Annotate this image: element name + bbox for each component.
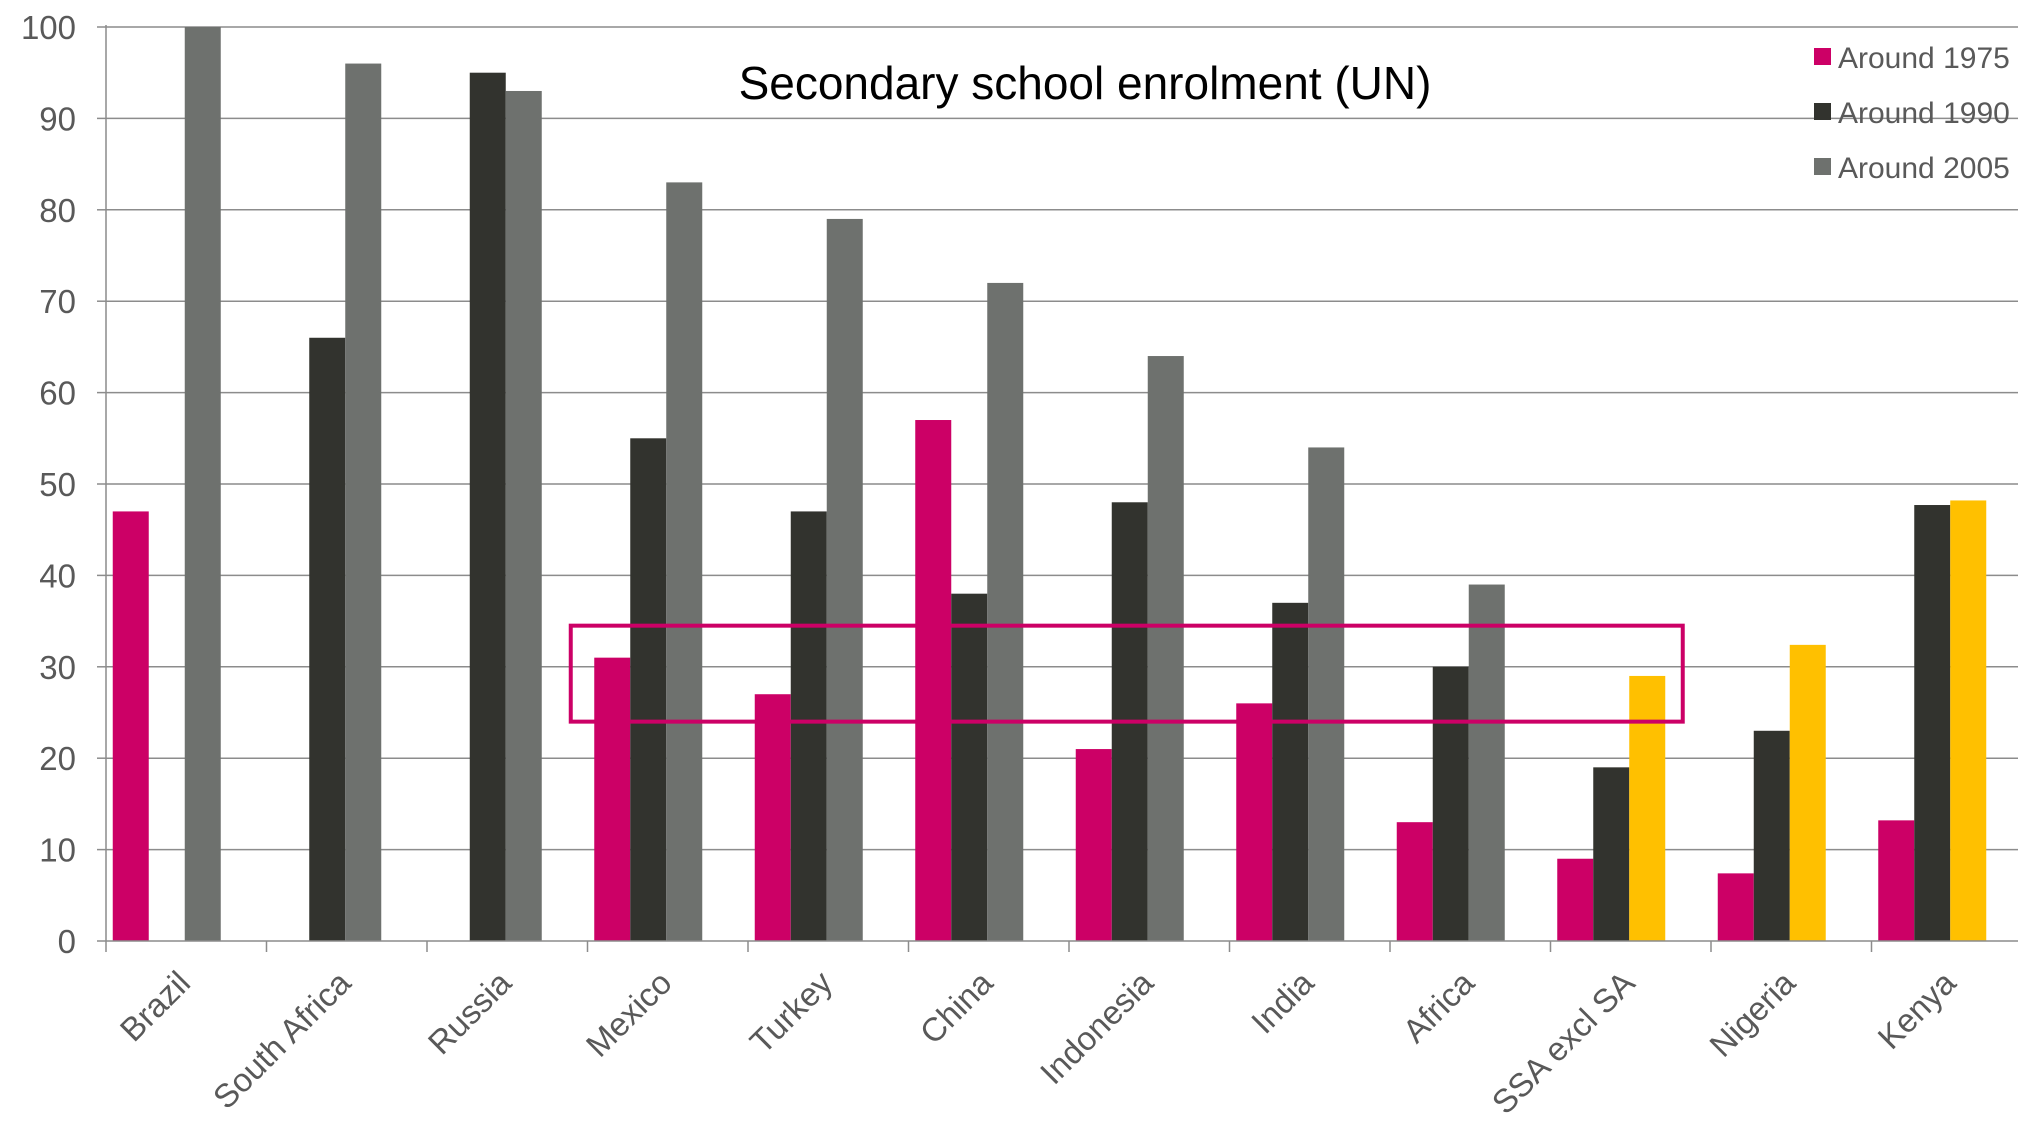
bar (1308, 447, 1345, 941)
x-tick-label: Nigeria (1702, 963, 1803, 1064)
bar (309, 337, 346, 941)
chart-title: Secondary school enrolment (UN) (739, 57, 1432, 109)
x-tick-label: Kenya (1870, 963, 1963, 1056)
bar (112, 511, 149, 941)
bar (1272, 602, 1309, 941)
bar (1717, 873, 1754, 941)
bar (345, 63, 382, 942)
x-tick-label: Africa (1395, 963, 1481, 1049)
x-tick-label: China (913, 963, 1001, 1051)
bar (1914, 505, 1951, 941)
bar (594, 657, 631, 941)
legend-label: Around 2005 (1838, 152, 2010, 185)
bar (915, 420, 952, 941)
bar (630, 438, 667, 941)
bar (1468, 584, 1505, 941)
y-tick-label: 100 (21, 9, 76, 46)
bar (987, 282, 1024, 941)
y-tick-label: 90 (39, 100, 76, 137)
bar (1236, 703, 1273, 941)
bar (1396, 822, 1433, 941)
bar (1878, 820, 1915, 941)
legend-swatch (1814, 103, 1831, 120)
bar (951, 593, 988, 941)
highlight-rectangle (568, 623, 1685, 724)
y-tick-label: 30 (39, 649, 76, 686)
bar (1075, 749, 1112, 941)
bar (1629, 675, 1666, 941)
x-tick-label: SSA excl SA (1485, 964, 1642, 1121)
y-tick-label: 50 (39, 466, 76, 503)
legend-swatch (1814, 48, 1831, 65)
y-tick-label: 40 (39, 557, 76, 594)
y-tick-label: 70 (39, 283, 76, 320)
bar (826, 218, 863, 941)
bar (1557, 858, 1594, 941)
bars (112, 27, 1987, 942)
bar (790, 511, 827, 941)
y-tick-label: 80 (39, 192, 76, 229)
x-tick-label: Indonesia (1033, 963, 1161, 1091)
bar (1950, 500, 1987, 941)
bar (1753, 730, 1790, 941)
legend: Around 1975 Around 1990 Around 2005 (1814, 42, 2010, 185)
y-tick-label: 20 (39, 740, 76, 777)
legend-label: Around 1975 (1838, 42, 2010, 75)
gridlines (106, 26, 2018, 851)
x-tick-label: South Africa (206, 963, 358, 1115)
y-tick-label: 10 (39, 832, 76, 869)
legend-label: Around 1990 (1838, 97, 2010, 130)
legend-swatch (1814, 158, 1831, 175)
bar (1147, 356, 1184, 941)
y-tick-label: 60 (39, 375, 76, 412)
x-tick-label: Turkey (743, 963, 840, 1060)
bar (184, 27, 221, 941)
x-tick-label: Mexico (579, 964, 679, 1064)
x-tick-label: India (1244, 963, 1321, 1040)
bar (1593, 767, 1630, 941)
bar (666, 182, 703, 941)
annotation-layer (568, 623, 1685, 724)
bar (754, 694, 791, 941)
x-tick-label: Brazil (113, 964, 198, 1049)
bar (1432, 666, 1469, 941)
y-tick-label: 0 (58, 923, 76, 960)
bar (469, 72, 506, 941)
bar (1789, 644, 1826, 941)
x-tick-label: Russia (421, 963, 519, 1061)
bar (505, 90, 542, 942)
